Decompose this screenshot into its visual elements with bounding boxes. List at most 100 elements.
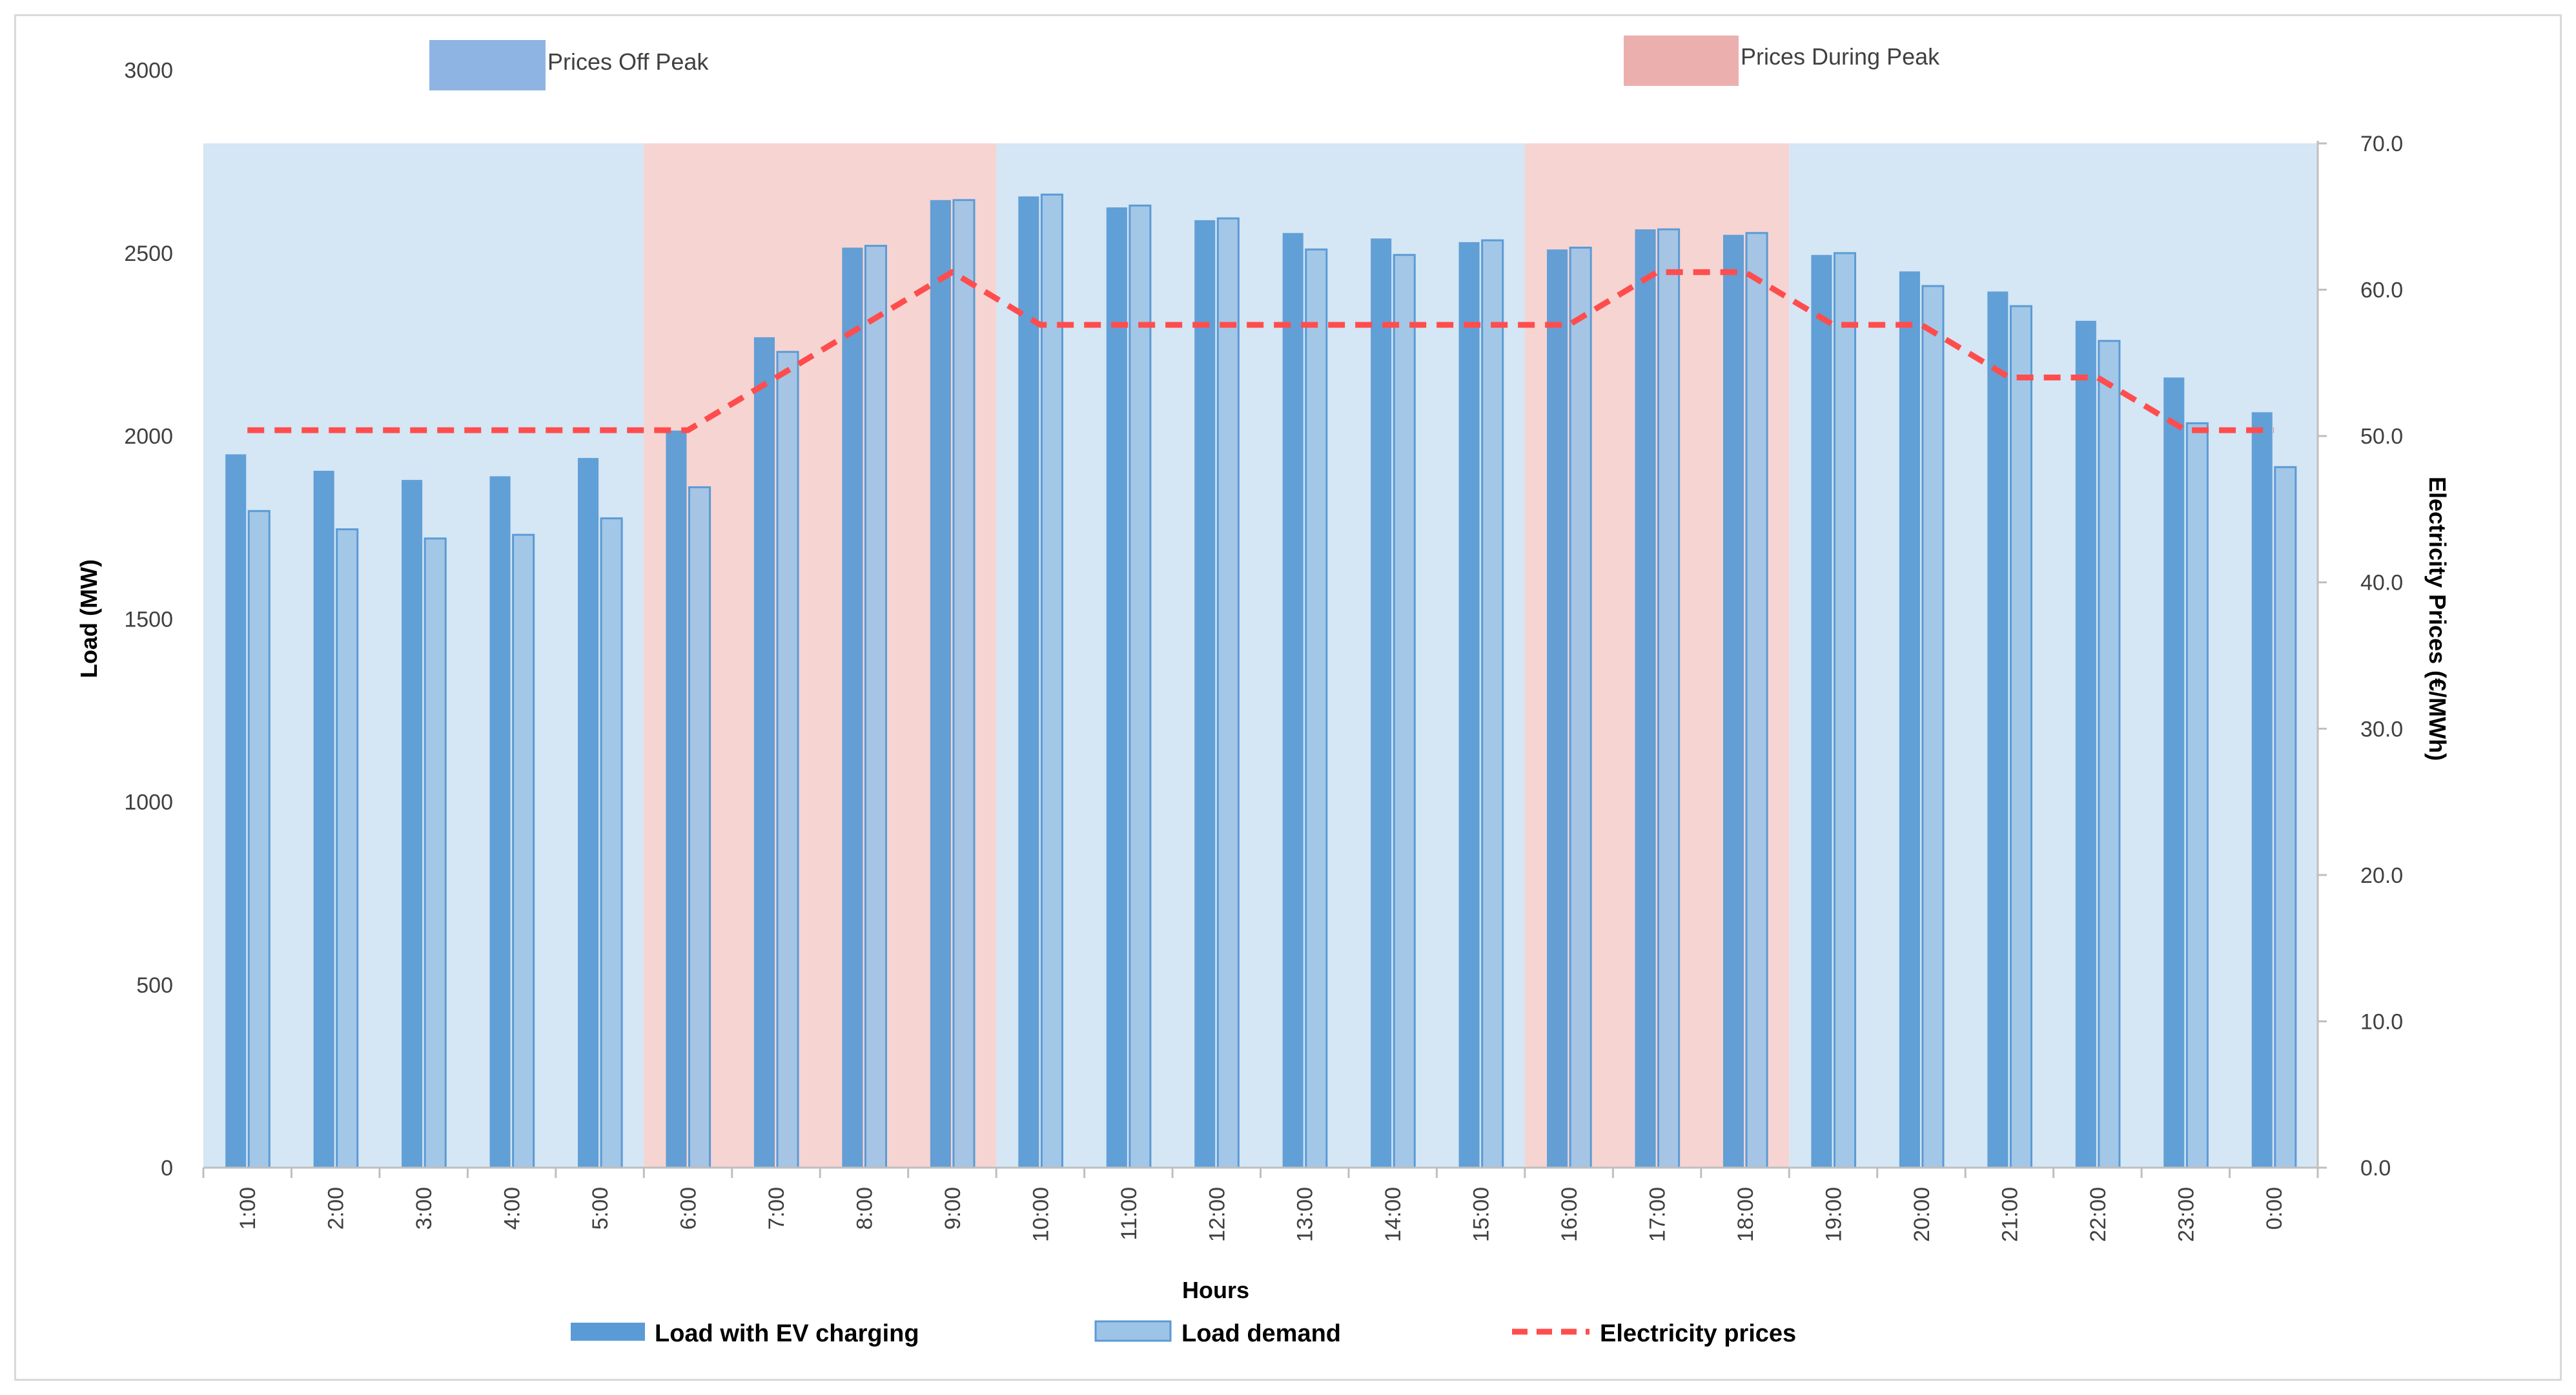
x-tick-label: 20:00 (1910, 1187, 1934, 1242)
bar-series (225, 193, 2297, 1169)
x-tick-label: 14:00 (1381, 1187, 1406, 1242)
bar-load-demand (1569, 246, 1592, 1169)
bar-ev-charging (402, 480, 423, 1168)
bar-ev-charging (1194, 220, 1216, 1168)
bar-load-demand (336, 528, 359, 1169)
price-line-layer (247, 269, 2274, 433)
bar-load-demand (1305, 248, 1328, 1169)
x-tick-label: 7:00 (764, 1187, 789, 1230)
y2-tick-label: 70.0 (2360, 132, 2403, 156)
bar-load-demand (1393, 254, 1416, 1169)
x-tick-label: 13:00 (1293, 1187, 1318, 1242)
bar-ev-charging (1282, 232, 1303, 1168)
bar-load-demand (2274, 466, 2297, 1169)
legend-label-load-demand: Load demand (1181, 1320, 1341, 1347)
bar-ev-charging (2163, 377, 2185, 1168)
x-tick-label: 9:00 (941, 1187, 965, 1230)
y2-tick-label: 50.0 (2360, 424, 2403, 449)
y2-tick-label: 0.0 (2360, 1156, 2391, 1181)
bar-load-demand (2009, 305, 2032, 1169)
y-tick-label: 2000 (124, 424, 173, 449)
x-tick-label: 3:00 (412, 1187, 436, 1230)
legend-swatch-load-demand (1094, 1320, 1172, 1342)
y2-tick-label: 20.0 (2360, 863, 2403, 888)
bar-ev-charging (2251, 412, 2273, 1168)
bar-load-demand (2185, 422, 2209, 1169)
electricity-price-line (247, 269, 2274, 433)
bar-ev-charging (1371, 238, 1392, 1168)
x-tick-label: 0:00 (2262, 1187, 2287, 1230)
bar-load-demand (424, 537, 447, 1169)
y2-axis-title: Electricity Prices (€/MWh) (2424, 477, 2451, 761)
x-tick-label: 4:00 (500, 1187, 525, 1230)
bar-load-demand (1921, 285, 1945, 1169)
x-tick-label: 12:00 (1205, 1187, 1229, 1242)
axes: 0 500 1000 1500 2000 2500 3000 0.0 10.0 20.0 30.0 4… (124, 59, 2403, 1242)
y2-tick-label: 60.0 (2360, 278, 2403, 303)
y2-tick-label: 10.0 (2360, 1009, 2403, 1034)
bar-load-demand (1657, 228, 1681, 1169)
x-tick-label: 11:00 (1117, 1187, 1141, 1241)
y-tick-label: 0 (161, 1156, 173, 1181)
bar-ev-charging (225, 454, 247, 1168)
x-tick-label: 23:00 (2174, 1187, 2198, 1242)
peak-swatch (1624, 36, 1739, 86)
bar-ev-charging (1018, 196, 1039, 1168)
x-tick-label: 22:00 (2086, 1187, 2111, 1242)
bar-ev-charging (842, 247, 863, 1168)
y2-tick-label: 30.0 (2360, 717, 2403, 741)
bar-load-demand (1745, 232, 1768, 1169)
bar-ev-charging (1635, 229, 1656, 1168)
bar-load-demand (1833, 252, 1857, 1169)
x-tick-label: 19:00 (1821, 1187, 1846, 1242)
bar-ev-charging (666, 430, 687, 1168)
legend: Prices Off Peak Prices During Peak Load wi… (429, 36, 1940, 1347)
x-tick-label: 5:00 (588, 1187, 613, 1230)
band-off-peak-0 (203, 143, 644, 1168)
legend-label-ev-charging: Load with EV charging (655, 1320, 919, 1347)
bar-load-demand (2098, 340, 2121, 1169)
y-tick-label: 2500 (124, 242, 173, 266)
bar-load-demand (1040, 193, 1063, 1169)
x-tick-label: 8:00 (852, 1187, 877, 1230)
bar-ev-charging (313, 470, 334, 1168)
bar-ev-charging (753, 337, 775, 1168)
bar-load-demand (512, 533, 535, 1169)
x-tick-label: 17:00 (1646, 1187, 1670, 1242)
bar-ev-charging (1458, 242, 1480, 1168)
band-off-peak-2 (996, 143, 1525, 1168)
bar-ev-charging (489, 476, 511, 1168)
bar-ev-charging (1811, 254, 1832, 1168)
legend-swatch-ev-charging (571, 1323, 645, 1341)
bar-load-demand (1129, 204, 1152, 1169)
peak-label: Prices During Peak (1741, 43, 1940, 70)
legend-label-electricity-prices: Electricity prices (1600, 1320, 1796, 1347)
bar-ev-charging (1547, 249, 1568, 1168)
x-tick-label: 6:00 (677, 1187, 701, 1230)
x-tick-label: 16:00 (1557, 1187, 1582, 1242)
x-tick-label: 1:00 (236, 1187, 260, 1230)
x-tick-label: 2:00 (324, 1187, 349, 1230)
y-tick-label: 500 (136, 973, 173, 998)
bar-load-demand (776, 351, 799, 1169)
bar-ev-charging (2075, 320, 2096, 1168)
y2-tick-label: 40.0 (2360, 571, 2403, 595)
bar-ev-charging (1106, 207, 1127, 1168)
band-off-peak-4 (1789, 143, 2318, 1168)
y-tick-label: 3000 (124, 59, 173, 83)
x-axis-title: Hours (1182, 1277, 1249, 1303)
bar-load-demand (864, 245, 888, 1169)
y-axis-title: Load (MW) (76, 559, 102, 678)
x-tick-label: 15:00 (1469, 1187, 1494, 1242)
bar-ev-charging (1987, 291, 2009, 1168)
bar-load-demand (688, 486, 711, 1169)
x-tick-label: 10:00 (1028, 1187, 1053, 1242)
bar-load-demand (952, 199, 976, 1169)
bar-ev-charging (930, 200, 951, 1168)
bar-load-demand (1216, 217, 1240, 1169)
bar-load-demand (247, 510, 271, 1169)
x-tick-label: 18:00 (1733, 1187, 1758, 1242)
y-tick-label: 1000 (124, 790, 173, 815)
bar-ev-charging (1722, 234, 1744, 1168)
